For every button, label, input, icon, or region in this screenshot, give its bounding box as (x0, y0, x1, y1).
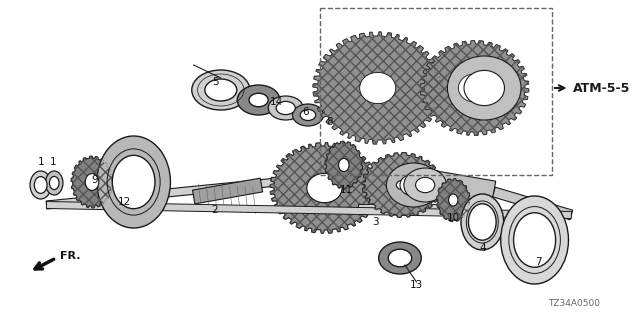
Ellipse shape (276, 101, 295, 115)
Text: 5: 5 (212, 77, 218, 87)
Ellipse shape (388, 249, 412, 267)
Text: 8: 8 (326, 117, 333, 127)
Polygon shape (420, 41, 529, 136)
Ellipse shape (500, 196, 568, 284)
Ellipse shape (307, 173, 342, 203)
Text: 13: 13 (410, 280, 423, 290)
Ellipse shape (339, 158, 349, 172)
Polygon shape (313, 32, 442, 144)
Ellipse shape (97, 136, 170, 228)
Ellipse shape (468, 204, 496, 240)
Ellipse shape (415, 177, 435, 193)
Ellipse shape (360, 72, 396, 104)
Text: 1: 1 (37, 157, 44, 167)
Ellipse shape (45, 171, 63, 195)
Polygon shape (71, 156, 113, 208)
Text: 4: 4 (479, 243, 486, 253)
Text: TZ34A0500: TZ34A0500 (548, 299, 600, 308)
Ellipse shape (112, 155, 155, 209)
Text: 1: 1 (50, 157, 56, 167)
Bar (319, 8, 552, 175)
Text: 10: 10 (447, 213, 460, 223)
Ellipse shape (458, 74, 491, 102)
Ellipse shape (449, 194, 458, 206)
Ellipse shape (49, 176, 59, 189)
Polygon shape (493, 187, 573, 220)
Ellipse shape (387, 163, 441, 207)
Ellipse shape (300, 109, 316, 121)
Ellipse shape (400, 174, 427, 196)
Text: 3: 3 (372, 217, 379, 227)
Text: 6: 6 (303, 107, 309, 117)
Polygon shape (436, 179, 470, 221)
Ellipse shape (379, 242, 421, 274)
Ellipse shape (35, 177, 47, 193)
Ellipse shape (85, 173, 99, 190)
Polygon shape (47, 202, 572, 219)
Ellipse shape (249, 93, 268, 107)
Text: 9: 9 (92, 175, 98, 185)
Polygon shape (376, 161, 495, 203)
Polygon shape (46, 168, 378, 209)
Ellipse shape (461, 194, 504, 250)
Text: 12: 12 (117, 197, 131, 207)
Ellipse shape (513, 213, 556, 267)
Ellipse shape (192, 70, 250, 110)
Polygon shape (362, 153, 442, 217)
Ellipse shape (30, 171, 51, 199)
Text: ATM-5-5: ATM-5-5 (573, 82, 630, 94)
Polygon shape (358, 204, 465, 210)
Ellipse shape (464, 70, 504, 106)
Text: 7: 7 (535, 257, 542, 267)
Ellipse shape (237, 85, 280, 115)
Polygon shape (193, 178, 262, 204)
Ellipse shape (396, 180, 408, 189)
Ellipse shape (268, 96, 303, 120)
Ellipse shape (205, 79, 237, 101)
Text: 2: 2 (212, 205, 218, 215)
Polygon shape (270, 143, 379, 233)
Ellipse shape (292, 104, 323, 126)
Text: 14: 14 (269, 97, 283, 107)
Ellipse shape (404, 168, 447, 202)
Ellipse shape (447, 56, 521, 120)
Text: FR.: FR. (60, 251, 81, 261)
Polygon shape (325, 141, 363, 189)
Text: 11: 11 (340, 185, 353, 195)
